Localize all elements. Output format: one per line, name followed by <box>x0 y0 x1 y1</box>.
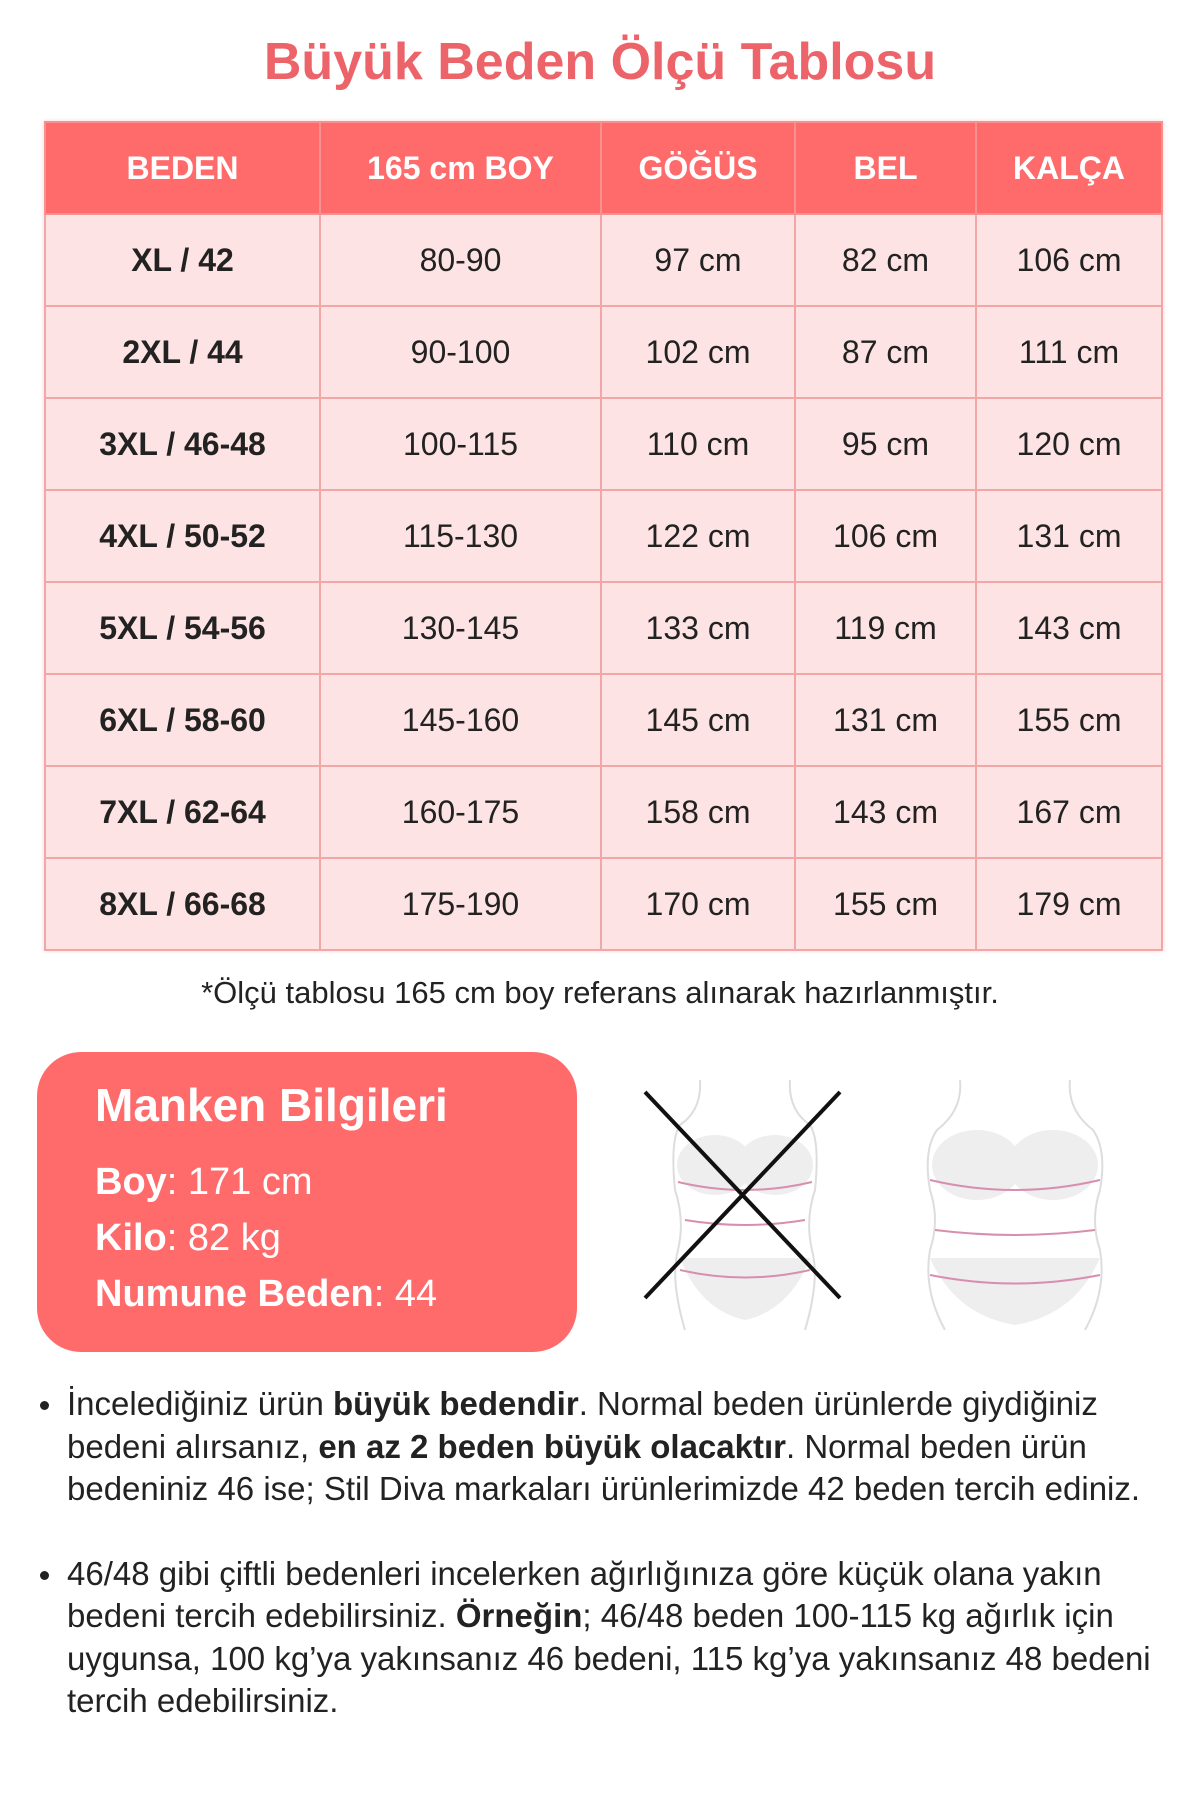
column-header: BEL <box>794 121 977 215</box>
measure-cell: 111 cm <box>975 305 1163 399</box>
model-info-value: : 171 cm <box>166 1161 313 1203</box>
measure-cell: 122 cm <box>600 489 796 583</box>
measure-cell: 97 cm <box>600 213 796 307</box>
text: İncelediğiniz ürün <box>67 1385 333 1422</box>
measure-cell: 175-190 <box>319 857 602 951</box>
table-row: 7XL / 62-64 160-175 158 cm 143 cm 167 cm <box>44 765 1163 859</box>
model-info-row: Kilo: 82 kg <box>95 1210 577 1266</box>
table-row: 8XL / 66-68 175-190 170 cm 155 cm 179 cm <box>44 857 1163 951</box>
body-shape-crossed-icon <box>643 1080 842 1330</box>
size-cell: 8XL / 66-68 <box>44 857 321 951</box>
measure-cell: 82 cm <box>794 213 977 307</box>
size-cell: 7XL / 62-64 <box>44 765 321 859</box>
size-cell: 3XL / 46-48 <box>44 397 321 491</box>
measure-cell: 158 cm <box>600 765 796 859</box>
size-chart-table: BEDEN 165 cm BOY GÖĞÜS BEL KALÇA XL / 42 80-9… <box>44 121 1163 951</box>
text: . Normal beden ürünlerde giydiğiniz bede… <box>67 1385 1098 1465</box>
footnote: *Ölçü tablosu 165 cm boy referans alınar… <box>201 975 999 1010</box>
table-row: 3XL / 46-48 100-115 110 cm 95 cm 120 cm <box>44 397 1163 491</box>
column-header: 165 cm BOY <box>319 121 602 215</box>
measure-cell: 80-90 <box>319 213 602 307</box>
measure-cell: 102 cm <box>600 305 796 399</box>
measure-cell: 119 cm <box>794 581 977 675</box>
measure-cell: 106 cm <box>794 489 977 583</box>
measure-cell: 145-160 <box>319 673 602 767</box>
measure-cell: 130-145 <box>319 581 602 675</box>
measure-cell: 170 cm <box>600 857 796 951</box>
measure-cell: 115-130 <box>319 489 602 583</box>
measure-cell: 90-100 <box>319 305 602 399</box>
size-cell: 2XL / 44 <box>44 305 321 399</box>
measure-cell: 87 cm <box>794 305 977 399</box>
text: 46/48 gibi çiftli bedenleri incelerken a… <box>67 1554 1102 1635</box>
measure-cell: 120 cm <box>975 397 1163 491</box>
table-row: 4XL / 50-52 115-130 122 cm 106 cm 131 cm <box>44 489 1163 583</box>
model-info-row: Boy: 171 cm <box>95 1154 577 1210</box>
table-row: 2XL / 44 90-100 102 cm 87 cm 111 cm <box>44 305 1163 399</box>
model-info-value: : 82 kg <box>166 1217 281 1259</box>
measure-cell: 155 cm <box>975 673 1163 767</box>
bullet-item: 46/48 gibi çiftli bedenleri incelerken a… <box>40 1553 1170 1723</box>
size-cell: 5XL / 54-56 <box>44 581 321 675</box>
measure-cell: 143 cm <box>975 581 1163 675</box>
measure-cell: 100-115 <box>319 397 602 491</box>
table-row: 5XL / 54-56 130-145 133 cm 119 cm 143 cm <box>44 581 1163 675</box>
measure-cell: 143 cm <box>794 765 977 859</box>
measure-cell: 155 cm <box>794 857 977 951</box>
measure-cell: 160-175 <box>319 765 602 859</box>
model-info-value: : 44 <box>373 1273 438 1315</box>
measure-cell: 167 cm <box>975 765 1163 859</box>
model-info-row: Numune Beden: 44 <box>95 1266 577 1322</box>
measure-cell: 179 cm <box>975 857 1163 951</box>
table-row: XL / 42 80-90 97 cm 82 cm 106 cm <box>44 213 1163 307</box>
table-row: 6XL / 58-60 145-160 145 cm 131 cm 155 cm <box>44 673 1163 767</box>
size-cell: 4XL / 50-52 <box>44 489 321 583</box>
measure-cell: 131 cm <box>975 489 1163 583</box>
model-info-label: Boy <box>95 1161 167 1203</box>
text: ; 46/48 beden 100-115 kg ağırlık için uy… <box>67 1597 1151 1719</box>
bullet-item: İncelediğiniz ürün büyük bedendir. Norma… <box>40 1383 1170 1511</box>
model-info-label: Numune Beden <box>95 1273 374 1315</box>
column-header: GÖĞÜS <box>600 121 796 215</box>
measure-cell: 95 cm <box>794 397 977 491</box>
bold-text: en az 2 beden büyük olacaktır <box>318 1427 786 1465</box>
bold-text: büyük bedendir <box>333 1385 579 1422</box>
size-cell: XL / 42 <box>44 213 321 307</box>
measure-cell: 131 cm <box>794 673 977 767</box>
text: . Normal beden ürün bedeniniz 46 ise; St… <box>67 1427 1141 1508</box>
model-info-title: Manken Bilgileri <box>95 1079 448 1131</box>
table-header-row: BEDEN 165 cm BOY GÖĞÜS BEL KALÇA <box>44 121 1163 215</box>
measure-cell: 145 cm <box>600 673 796 767</box>
measure-cell: 133 cm <box>600 581 796 675</box>
info-bullets: İncelediğiniz ürün büyük bedendir. Norma… <box>40 1383 1170 1765</box>
size-cell: 6XL / 58-60 <box>44 673 321 767</box>
model-info-label: Kilo <box>95 1217 167 1259</box>
measure-cell: 110 cm <box>600 397 796 491</box>
measure-cell: 106 cm <box>975 213 1163 307</box>
bold-text: Örneğin <box>455 1597 583 1634</box>
column-header: KALÇA <box>975 121 1163 215</box>
body-shape-icon <box>926 1080 1104 1330</box>
model-info-card: Manken Bilgileri Boy: 171 cm Kilo: 82 kg N… <box>37 1052 577 1352</box>
page-title: Büyük Beden Ölçü Tablosu <box>263 33 937 91</box>
column-header: BEDEN <box>44 121 321 215</box>
